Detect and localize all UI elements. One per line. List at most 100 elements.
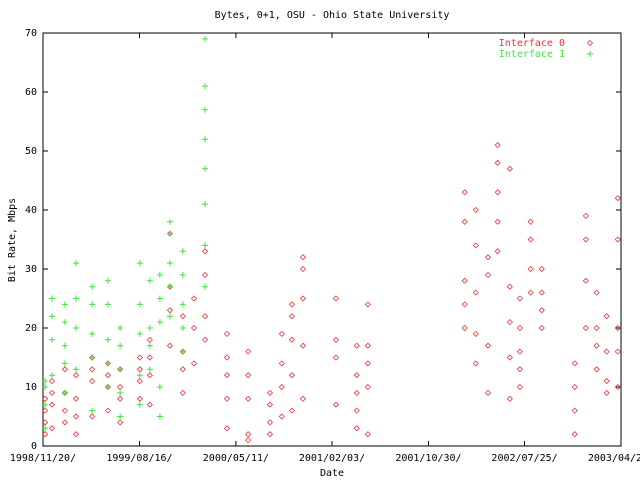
y-tick-label: 60 bbox=[25, 87, 37, 98]
x-tick-label: 2001/10/30/ bbox=[395, 453, 461, 464]
point bbox=[494, 142, 501, 149]
legend-label: Interface 1 bbox=[499, 49, 565, 60]
point bbox=[516, 366, 523, 373]
point bbox=[61, 407, 68, 414]
point bbox=[104, 360, 111, 367]
y-tick-label: 0 bbox=[31, 441, 37, 452]
point bbox=[506, 395, 513, 402]
point bbox=[104, 384, 111, 390]
point bbox=[166, 230, 173, 237]
point bbox=[166, 260, 173, 267]
point bbox=[332, 354, 340, 361]
point bbox=[223, 425, 231, 432]
point bbox=[48, 425, 56, 432]
plot-frame bbox=[42, 32, 622, 447]
point bbox=[614, 348, 621, 355]
point bbox=[166, 218, 173, 225]
point bbox=[506, 319, 513, 326]
point bbox=[146, 342, 153, 349]
point bbox=[571, 407, 578, 414]
point bbox=[353, 425, 360, 432]
x-axis-label: Date bbox=[320, 468, 344, 479]
point bbox=[42, 378, 49, 385]
point bbox=[89, 413, 96, 420]
point bbox=[202, 283, 209, 290]
point bbox=[571, 383, 578, 391]
point bbox=[89, 378, 96, 385]
point bbox=[506, 283, 513, 290]
point bbox=[179, 325, 186, 331]
point bbox=[461, 324, 468, 332]
point bbox=[72, 372, 80, 379]
point bbox=[166, 307, 173, 314]
point bbox=[190, 324, 198, 332]
point bbox=[42, 419, 49, 426]
point bbox=[42, 384, 49, 390]
point bbox=[61, 360, 68, 367]
point bbox=[136, 378, 143, 385]
point bbox=[146, 277, 153, 284]
point bbox=[364, 360, 371, 367]
y-axis-label: Bit Rate, Mbps bbox=[7, 198, 18, 282]
point bbox=[61, 389, 68, 396]
point bbox=[156, 384, 163, 390]
point bbox=[538, 289, 545, 296]
point bbox=[516, 348, 523, 355]
point bbox=[332, 336, 340, 343]
point bbox=[299, 265, 307, 273]
point bbox=[593, 366, 600, 373]
point bbox=[42, 407, 49, 414]
y-tick-label: 50 bbox=[25, 146, 37, 157]
point bbox=[527, 236, 534, 243]
point bbox=[117, 383, 124, 391]
point bbox=[278, 413, 285, 420]
point bbox=[593, 324, 600, 332]
point bbox=[538, 307, 545, 314]
point bbox=[146, 366, 153, 373]
legend-marker bbox=[586, 39, 594, 47]
point bbox=[364, 383, 371, 391]
point bbox=[136, 301, 143, 308]
point bbox=[332, 295, 340, 302]
point bbox=[48, 336, 55, 343]
point bbox=[353, 407, 360, 414]
x-tick-label: 2001/02/03/ bbox=[299, 453, 365, 464]
point bbox=[72, 325, 79, 331]
point bbox=[202, 248, 209, 255]
point bbox=[104, 372, 111, 379]
point bbox=[364, 342, 371, 349]
point bbox=[353, 342, 360, 349]
point bbox=[146, 401, 153, 408]
point bbox=[72, 366, 79, 373]
point bbox=[104, 407, 111, 414]
point bbox=[614, 383, 621, 391]
point bbox=[156, 295, 163, 302]
x-tick-label: 2002/07/25/ bbox=[491, 453, 557, 464]
legend-label: Interface 0 bbox=[499, 38, 565, 49]
point bbox=[472, 206, 479, 214]
point bbox=[117, 389, 124, 396]
point bbox=[266, 401, 274, 408]
point bbox=[179, 389, 186, 396]
point bbox=[288, 313, 295, 320]
point bbox=[278, 383, 285, 391]
y-tick-label: 20 bbox=[25, 323, 37, 334]
point bbox=[593, 289, 600, 296]
point bbox=[223, 330, 231, 337]
point bbox=[494, 248, 501, 255]
x-tick-label: 2003/04/20/ bbox=[588, 453, 640, 464]
point bbox=[582, 324, 589, 332]
point bbox=[156, 319, 163, 326]
point bbox=[516, 295, 523, 302]
y-tick-label: 30 bbox=[25, 264, 37, 275]
point bbox=[278, 360, 285, 367]
point bbox=[582, 212, 589, 219]
point bbox=[48, 295, 55, 302]
point bbox=[614, 236, 621, 243]
point bbox=[48, 372, 55, 379]
point bbox=[614, 195, 621, 202]
point bbox=[299, 342, 307, 349]
point bbox=[245, 395, 252, 402]
point bbox=[146, 336, 153, 343]
point bbox=[89, 330, 96, 337]
